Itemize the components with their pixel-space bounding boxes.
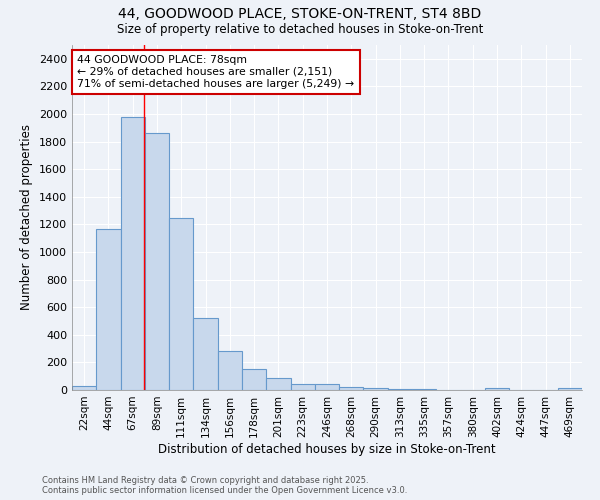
Bar (145, 134, 169, 390)
Bar (558, 388, 582, 390)
Text: Size of property relative to detached houses in Stoke-on-Trent: Size of property relative to detached ho… (117, 22, 483, 36)
Bar (121, 117, 145, 390)
Bar (388, 389, 412, 390)
X-axis label: Distribution of detached houses by size in Stoke-on-Trent: Distribution of detached houses by size … (158, 442, 496, 456)
Bar (485, 388, 509, 390)
Bar (315, 384, 339, 390)
Bar (266, 378, 290, 390)
Text: 44 GOODWOOD PLACE: 78sqm
← 29% of detached houses are smaller (2,151)
71% of sem: 44 GOODWOOD PLACE: 78sqm ← 29% of detach… (77, 56, 354, 88)
Bar (169, 218, 193, 390)
Bar (218, 352, 242, 390)
Text: Contains HM Land Registry data © Crown copyright and database right 2025.
Contai: Contains HM Land Registry data © Crown c… (42, 476, 407, 495)
Bar (364, 388, 388, 390)
Bar (290, 384, 315, 390)
Bar (96, 228, 121, 390)
Bar (242, 368, 266, 390)
Bar (339, 387, 364, 390)
Text: 44, GOODWOOD PLACE, STOKE-ON-TRENT, ST4 8BD: 44, GOODWOOD PLACE, STOKE-ON-TRENT, ST4 … (118, 8, 482, 22)
Y-axis label: Number of detached properties: Number of detached properties (20, 124, 34, 310)
Bar (193, 318, 218, 390)
Bar (72, 386, 96, 390)
